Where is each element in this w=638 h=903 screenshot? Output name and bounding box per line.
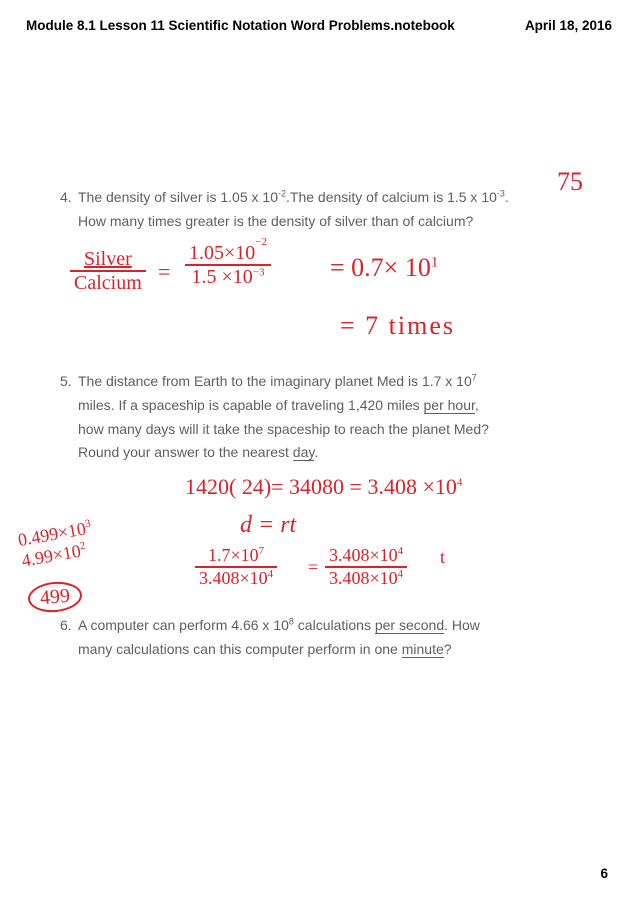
q6-number: 6. (60, 614, 78, 638)
q5-work-frac2: 1.7×107 3.408×104 (195, 545, 277, 589)
q5-work-step1: 1420( 24)= 34080 = 3.408 ×104 (185, 475, 462, 499)
q4-work-result: = 7 times (340, 312, 455, 341)
q5-eq2: = (308, 558, 318, 578)
q5-work-trail: t (440, 548, 445, 568)
header-date: April 18, 2016 (525, 18, 612, 33)
page-header: Module 8.1 Lesson 11 Scientific Notation… (26, 18, 612, 33)
q4-eq1: = (158, 260, 170, 284)
header-title: Module 8.1 Lesson 11 Scientific Notation… (26, 18, 455, 33)
footer-page-number: 6 (600, 866, 608, 881)
q4-work-mid: = 0.7× 101 (330, 254, 438, 283)
question-5: 5.The distance from Earth to the imagina… (60, 370, 590, 465)
q5-work-frac3: 3.408×104 3.408×104 (325, 545, 407, 589)
q5-work-answer: 499 (28, 582, 82, 612)
q5-number: 5. (60, 370, 78, 394)
question-6: 6.A computer can perform 4.66 x 108 calc… (60, 614, 590, 662)
q5-work-drt: d = rt (240, 512, 296, 538)
q5-work-side: 0.499×103 4.99×102 (16, 517, 96, 571)
question-4: 4.The density of silver is 1.05 x 10-2.T… (60, 186, 590, 234)
q4-number: 4. (60, 186, 78, 210)
q4-work-fraction-label: Silver Calcium (70, 248, 146, 294)
q4-work-fraction: 1.05×10−2 1.5 ×10−3 (185, 242, 271, 288)
